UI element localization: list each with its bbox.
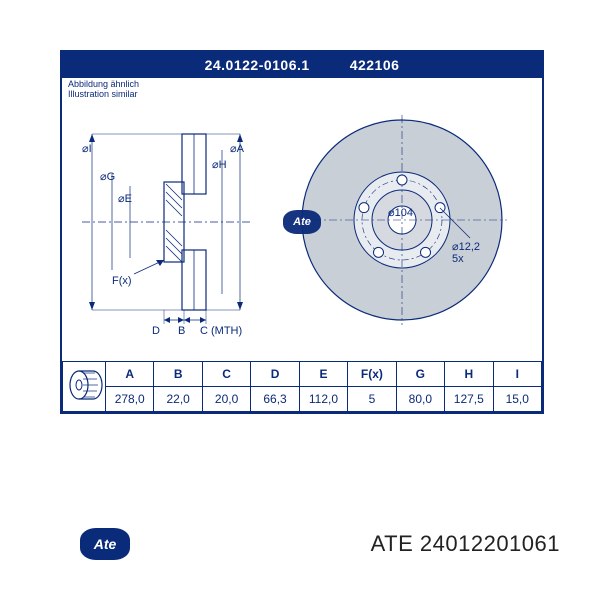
- label-H: ⌀H: [212, 159, 227, 171]
- td-G: 80,0: [396, 387, 444, 412]
- th-D: D: [251, 362, 299, 387]
- table-header-row: A B C D E F(x) G H I: [63, 362, 542, 387]
- th-H: H: [445, 362, 493, 387]
- part-number: 24.0122-0106.1: [205, 57, 310, 73]
- th-A: A: [106, 362, 154, 387]
- logo-text: Ate: [293, 216, 311, 228]
- table-icon-cell: [63, 362, 106, 412]
- label-D: D: [152, 325, 160, 337]
- label-I: ⌀I: [82, 143, 92, 155]
- dimension-table: A B C D E F(x) G H I 278,0 22,0 20,0 66,…: [62, 361, 542, 412]
- spec-card: 24.0122-0106.1 422106 Abbildung ähnlich …: [60, 50, 544, 414]
- header-bar: 24.0122-0106.1 422106: [62, 52, 542, 78]
- td-B: 22,0: [154, 387, 202, 412]
- diagram-area: ⌀I ⌀G ⌀E ⌀H ⌀A F(x) D B C (M: [62, 102, 542, 342]
- label-E: ⌀E: [118, 193, 132, 205]
- td-Fx: 5: [348, 387, 396, 412]
- bolt-count-label: 5x: [452, 253, 464, 265]
- label-Fx: F(x): [112, 275, 132, 287]
- footer-brand: ATE: [371, 531, 414, 556]
- td-I: 15,0: [493, 387, 542, 412]
- footer-partcode: 24012201061: [420, 531, 560, 556]
- subtitle: Abbildung ähnlich Illustration similar: [62, 78, 542, 102]
- subtitle-de: Abbildung ähnlich: [68, 80, 536, 90]
- label-C: C (MTH): [200, 325, 242, 337]
- subtitle-en: Illustration similar: [68, 90, 536, 100]
- td-H: 127,5: [445, 387, 493, 412]
- th-I: I: [493, 362, 542, 387]
- td-E: 112,0: [299, 387, 347, 412]
- label-B: B: [178, 325, 185, 337]
- th-G: G: [396, 362, 444, 387]
- footer-text: ATE 24012201061: [371, 531, 560, 557]
- th-E: E: [299, 362, 347, 387]
- brand-logo-center: Ate: [283, 210, 321, 234]
- td-D: 66,3: [251, 387, 299, 412]
- disc-icon: [65, 365, 103, 405]
- table-value-row: 278,0 22,0 20,0 66,3 112,0 5 80,0 127,5 …: [63, 387, 542, 412]
- td-A: 278,0: [106, 387, 154, 412]
- th-Fx: F(x): [348, 362, 396, 387]
- label-G: ⌀G: [100, 171, 115, 183]
- th-B: B: [154, 362, 202, 387]
- logo-text-footer: Ate: [94, 536, 117, 552]
- th-C: C: [202, 362, 250, 387]
- bolt-dia-label: ⌀12,2: [452, 241, 480, 253]
- alt-number: 422106: [350, 57, 400, 73]
- brand-logo-footer: Ate: [80, 528, 130, 560]
- center-dia-label: ⌀104: [388, 207, 413, 219]
- label-A: ⌀A: [230, 143, 245, 155]
- footer-row: Ate ATE 24012201061: [0, 528, 600, 560]
- td-C: 20,0: [202, 387, 250, 412]
